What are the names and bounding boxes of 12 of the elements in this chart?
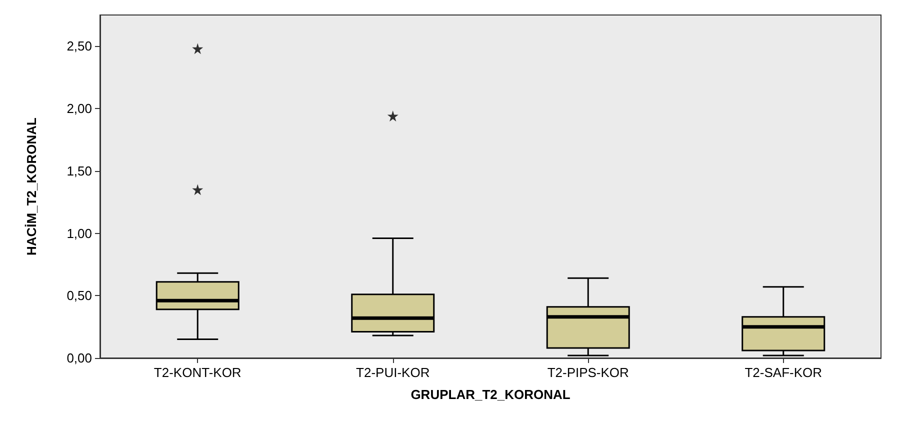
- y-tick-label: 2,50: [66, 38, 92, 54]
- y-tick-label: 1,50: [66, 163, 92, 178]
- x-tick-label: T2-PIPS-KOR: [547, 365, 629, 380]
- y-tick-label: 1,00: [66, 226, 92, 241]
- y-tick-label: 2,00: [66, 101, 92, 116]
- x-tick-label: T2-KONT-KOR: [154, 365, 242, 380]
- y-tick-label: 0,00: [66, 350, 92, 366]
- x-tick-label: T2-PUI-KOR: [356, 365, 430, 380]
- y-tick-label: 0,50: [66, 288, 92, 304]
- y-axis-title: HACİM_T2_KORONAL: [24, 117, 39, 256]
- x-axis-title: GRUPLAR_T2_KORONAL: [410, 387, 570, 402]
- x-tick-label: T2-SAF-KOR: [744, 365, 822, 380]
